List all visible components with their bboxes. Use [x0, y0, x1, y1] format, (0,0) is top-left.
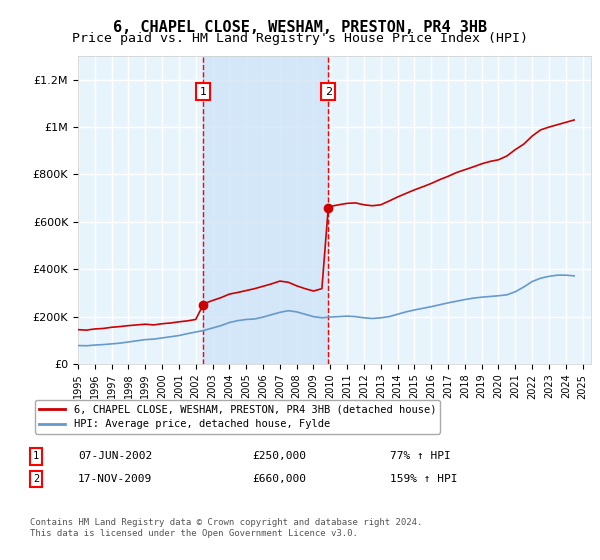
Bar	[203, 56, 328, 364]
Text: £250,000: £250,000	[252, 451, 306, 461]
Text: £660,000: £660,000	[252, 474, 306, 484]
Text: 2: 2	[325, 87, 332, 96]
Legend: 6, CHAPEL CLOSE, WESHAM, PRESTON, PR4 3HB (detached house), HPI: Average price, : 6, CHAPEL CLOSE, WESHAM, PRESTON, PR4 3H…	[35, 400, 440, 433]
Text: 17-NOV-2009: 17-NOV-2009	[78, 474, 152, 484]
Text: 159% ↑ HPI: 159% ↑ HPI	[390, 474, 458, 484]
Text: 77% ↑ HPI: 77% ↑ HPI	[390, 451, 451, 461]
Text: 07-JUN-2002: 07-JUN-2002	[78, 451, 152, 461]
Text: 1: 1	[200, 87, 206, 96]
Text: 2: 2	[33, 474, 39, 484]
Text: 6, CHAPEL CLOSE, WESHAM, PRESTON, PR4 3HB: 6, CHAPEL CLOSE, WESHAM, PRESTON, PR4 3H…	[113, 20, 487, 35]
Text: Contains HM Land Registry data © Crown copyright and database right 2024.
This d: Contains HM Land Registry data © Crown c…	[30, 518, 422, 538]
Text: 1: 1	[33, 451, 39, 461]
Text: Price paid vs. HM Land Registry's House Price Index (HPI): Price paid vs. HM Land Registry's House …	[72, 32, 528, 45]
